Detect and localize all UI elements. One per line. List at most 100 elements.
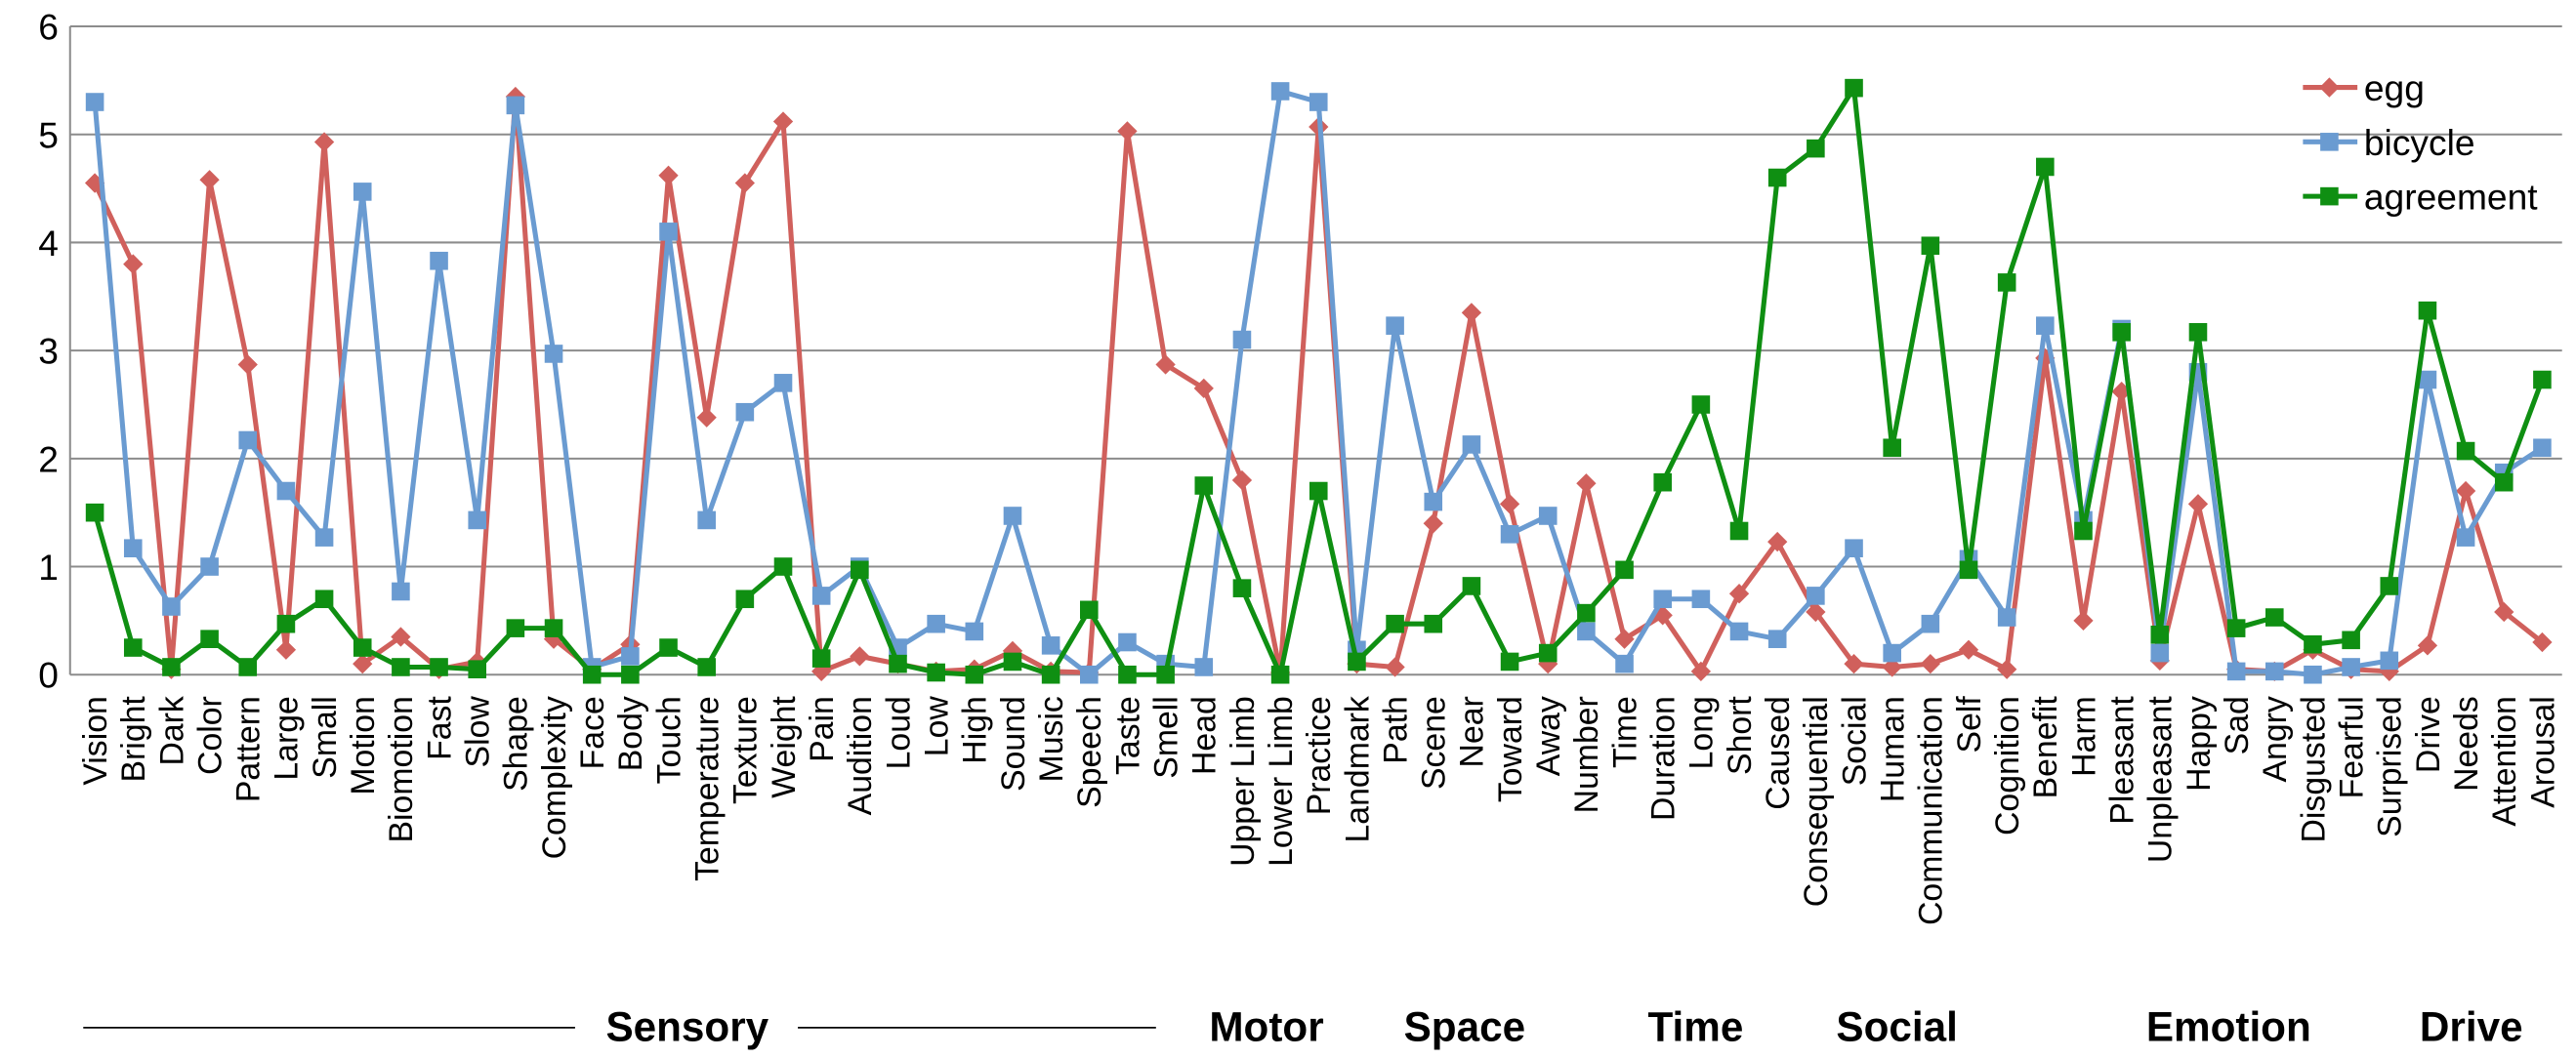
y-tick-label: 1: [38, 547, 59, 588]
data-point: [2150, 625, 2170, 644]
data-point: [735, 402, 755, 422]
series-line: [92, 94, 2544, 675]
x-tick-label: Pleasant: [2103, 696, 2140, 825]
data-point: [1194, 658, 1214, 676]
x-tick-label: Small: [307, 696, 344, 779]
data-point: [353, 183, 372, 201]
data-point: [773, 374, 793, 392]
data-point: [659, 223, 678, 241]
data-point: [1577, 622, 1596, 641]
x-tick-label: Sad: [2219, 696, 2256, 754]
data-point: [1538, 643, 1558, 663]
y-tick-label: 6: [38, 7, 59, 48]
x-tick-label: Happy: [2181, 696, 2218, 792]
x-tick-label: Vision: [77, 696, 114, 785]
x-tick-label: Dark: [153, 696, 190, 765]
data-point: [1156, 665, 1175, 684]
data-point: [1920, 654, 1940, 674]
x-tick-label: Temperature: [689, 696, 727, 881]
x-tick-label: Near: [1454, 696, 1491, 767]
x-tick-label: Biomotion: [383, 696, 420, 842]
data-point: [621, 647, 640, 666]
x-tick-label: Unpleasant: [2142, 696, 2180, 864]
data-point: [1231, 469, 1253, 491]
data-point: [430, 251, 448, 270]
data-point: [2342, 631, 2360, 650]
data-point: [1003, 652, 1022, 672]
legend-label: bicycle: [2364, 122, 2475, 163]
data-point: [811, 587, 831, 605]
data-point: [2265, 608, 2284, 627]
data-point: [889, 654, 907, 673]
x-tick-label: Angry: [2257, 696, 2294, 782]
x-tick-label: Motion: [345, 696, 382, 794]
data-point: [238, 430, 258, 450]
x-tick-label: Large: [269, 696, 306, 780]
data-point: [1883, 438, 1901, 458]
x-tick-label: Pain: [804, 696, 841, 762]
data-point: [200, 557, 219, 576]
x-tick-label: Smell: [1147, 696, 1184, 779]
data-point: [276, 481, 296, 501]
data-point: [392, 658, 410, 676]
data-point: [2074, 521, 2093, 541]
data-point: [1041, 665, 1060, 684]
x-tick-label: Scene: [1416, 696, 1453, 790]
data-point: [314, 590, 334, 609]
data-point: [1577, 603, 1596, 623]
data-point: [851, 560, 869, 580]
x-tick-label: Needs: [2448, 696, 2485, 792]
x-tick-label: Weight: [766, 696, 803, 798]
x-tick-label: Surprised: [2372, 696, 2409, 837]
x-tick-label: Time: [1606, 696, 1643, 768]
data-point: [1576, 473, 1597, 494]
x-tick-label: Lower Limb: [1263, 696, 1300, 867]
data-point: [1232, 579, 1252, 597]
x-tick-label: Caused: [1760, 696, 1797, 810]
data-point: [1117, 121, 1138, 142]
data-point: [2226, 619, 2246, 637]
x-tick-label: Shape: [498, 696, 535, 792]
data-point: [927, 614, 945, 633]
x-tick-label: Social: [1836, 696, 1873, 786]
data-point: [2187, 494, 2209, 514]
data-point: [1691, 395, 1711, 414]
x-tick-label: Speech: [1071, 696, 1108, 808]
group-label: Time: [1648, 1003, 1744, 1049]
data-point: [2304, 665, 2322, 684]
data-point: [1844, 654, 1864, 674]
data-point: [544, 619, 563, 637]
data-point: [850, 646, 870, 667]
data-point: [1728, 584, 1750, 604]
data-point: [1423, 513, 1443, 534]
data-point: [162, 658, 181, 676]
x-tick-label: Harm: [2065, 696, 2102, 777]
x-tick-label: Number: [1568, 696, 1605, 813]
x-tick-label: Path: [1377, 696, 1414, 764]
data-point: [468, 510, 487, 530]
x-tick-label: Human: [1875, 696, 1912, 802]
x-tick-label: Music: [1033, 696, 1070, 782]
data-point: [2456, 441, 2475, 461]
data-point: [1729, 622, 1749, 641]
x-tick-label: Drive: [2410, 696, 2447, 773]
data-point: [1499, 494, 1520, 514]
data-point: [1500, 652, 1519, 672]
group-label: Drive: [2420, 1003, 2523, 1049]
data-point: [1691, 590, 1711, 609]
group-label: Emotion: [2146, 1003, 2311, 1049]
data-point: [2036, 316, 2055, 335]
data-point: [162, 597, 181, 616]
data-point: [2226, 662, 2246, 681]
x-tick-label: Practice: [1301, 696, 1338, 815]
data-point: [1845, 539, 1863, 558]
x-tick-label: Head: [1186, 696, 1224, 775]
data-point: [1690, 661, 1712, 682]
x-tick-label: Color: [191, 696, 229, 775]
data-point: [199, 170, 220, 190]
data-point: [1883, 643, 1901, 663]
x-tick-label: Body: [612, 696, 649, 771]
y-tick-label: 2: [38, 438, 59, 479]
y-tick-label: 0: [38, 655, 59, 696]
